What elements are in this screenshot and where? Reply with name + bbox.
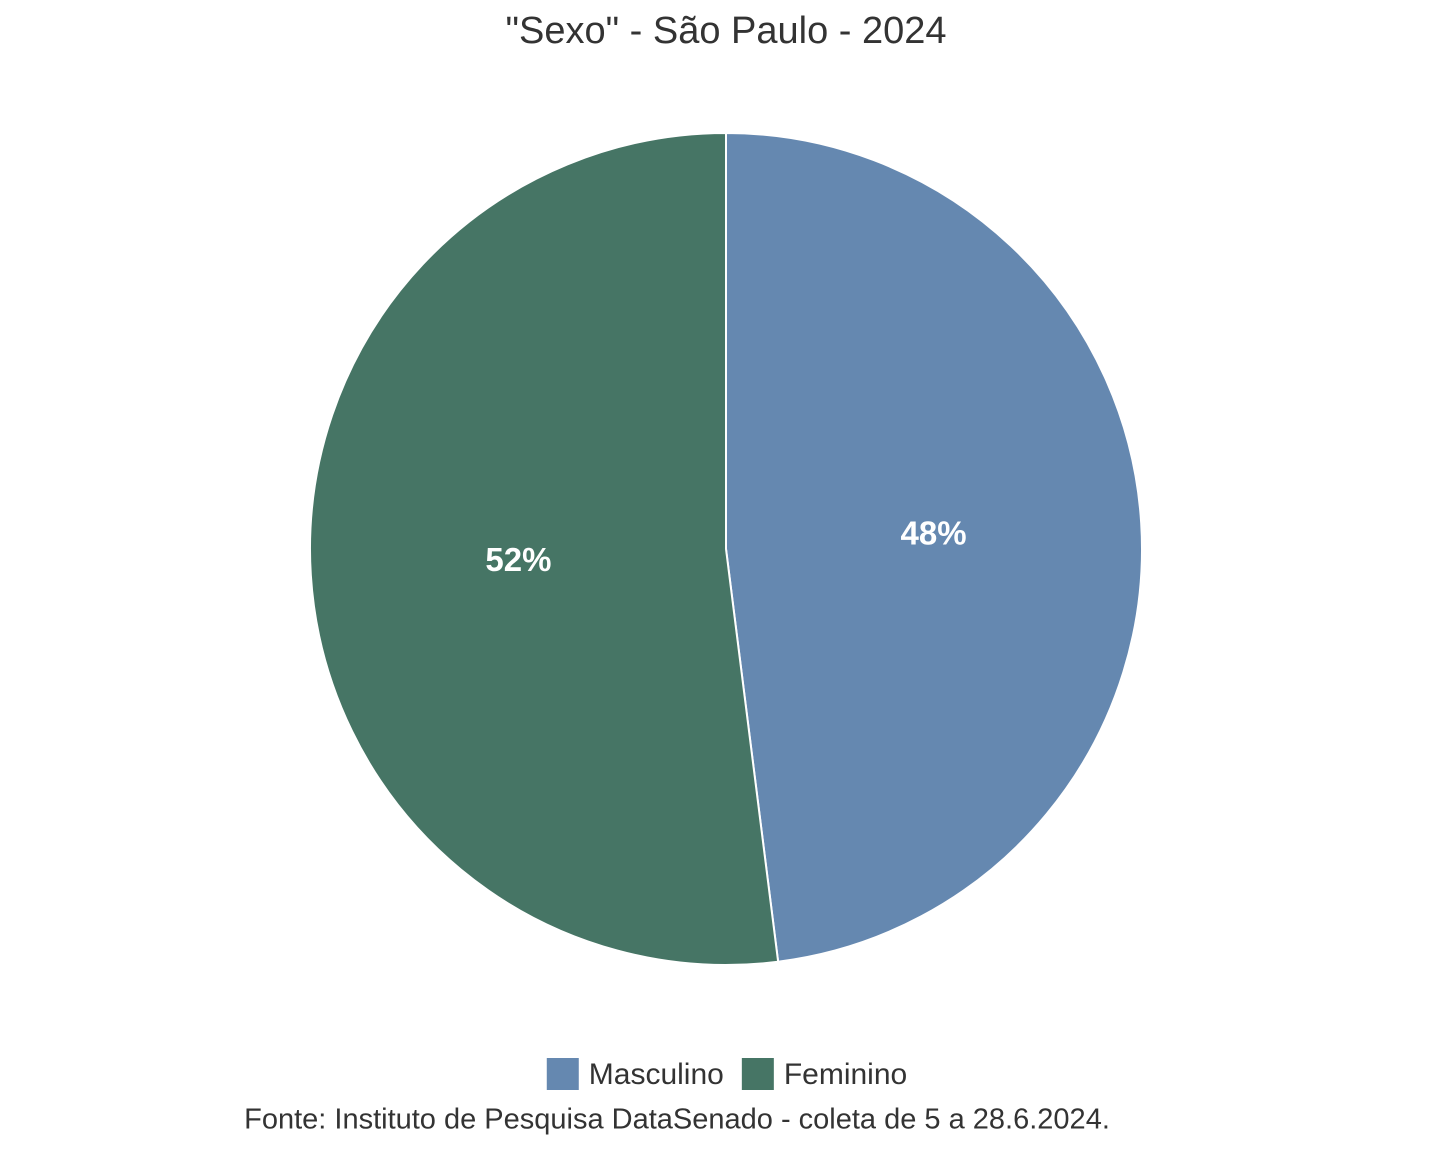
pie-slice [309,131,780,966]
caption: Fonte: Instituto de Pesquisa DataSenado … [244,1104,1110,1136]
legend-label: Masculino [589,1058,724,1091]
chart-title: "Sexo" - São Paulo - 2024 [505,10,946,52]
legend-swatch [741,1058,774,1090]
slice-label: 48% [901,515,967,552]
pie-slice [725,131,1143,963]
slice-label: 52% [485,541,551,578]
legend-swatch [546,1058,579,1090]
legend-label: Feminino [784,1058,907,1091]
